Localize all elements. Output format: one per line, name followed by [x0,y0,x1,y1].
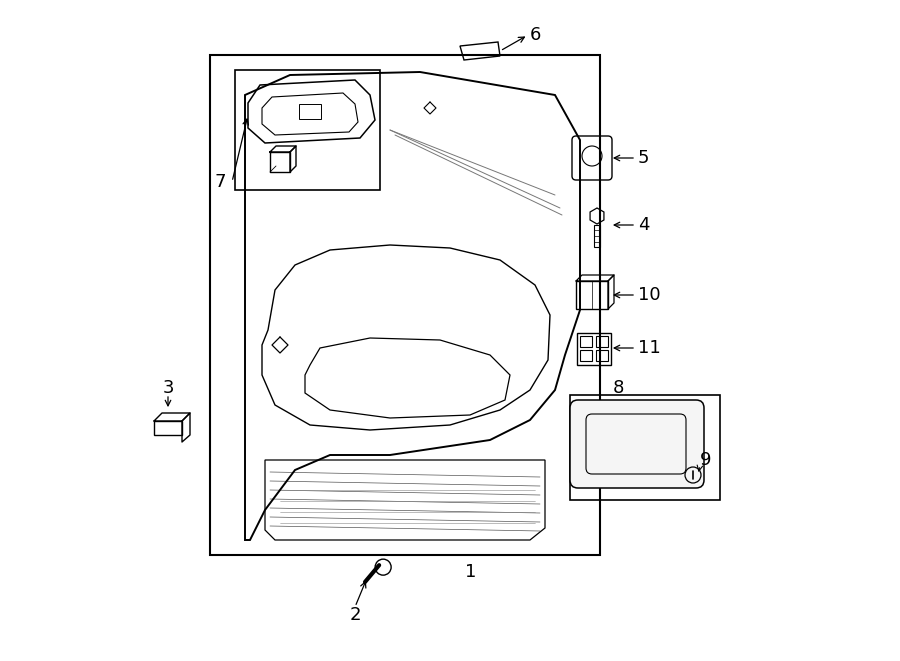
Bar [594,225,600,247]
Bar [577,333,611,365]
Text: 9: 9 [700,451,712,469]
Text: 7: 7 [215,173,227,191]
Text: 3: 3 [162,379,174,397]
FancyBboxPatch shape [570,400,704,488]
Text: 6: 6 [530,26,542,44]
Text: 1: 1 [465,563,476,581]
Text: 5: 5 [638,149,650,167]
Text: 10: 10 [638,286,661,304]
Bar [299,104,321,119]
Bar [576,281,608,309]
Text: 11: 11 [638,339,661,357]
Bar [596,336,608,347]
Bar [580,350,592,361]
Bar [154,421,182,435]
Bar [570,395,720,500]
Bar [596,350,608,361]
Text: 2: 2 [349,606,361,624]
Text: 4: 4 [638,216,650,234]
Text: 8: 8 [612,379,624,397]
Bar [210,55,600,555]
Bar [580,336,592,347]
Bar [235,70,380,190]
